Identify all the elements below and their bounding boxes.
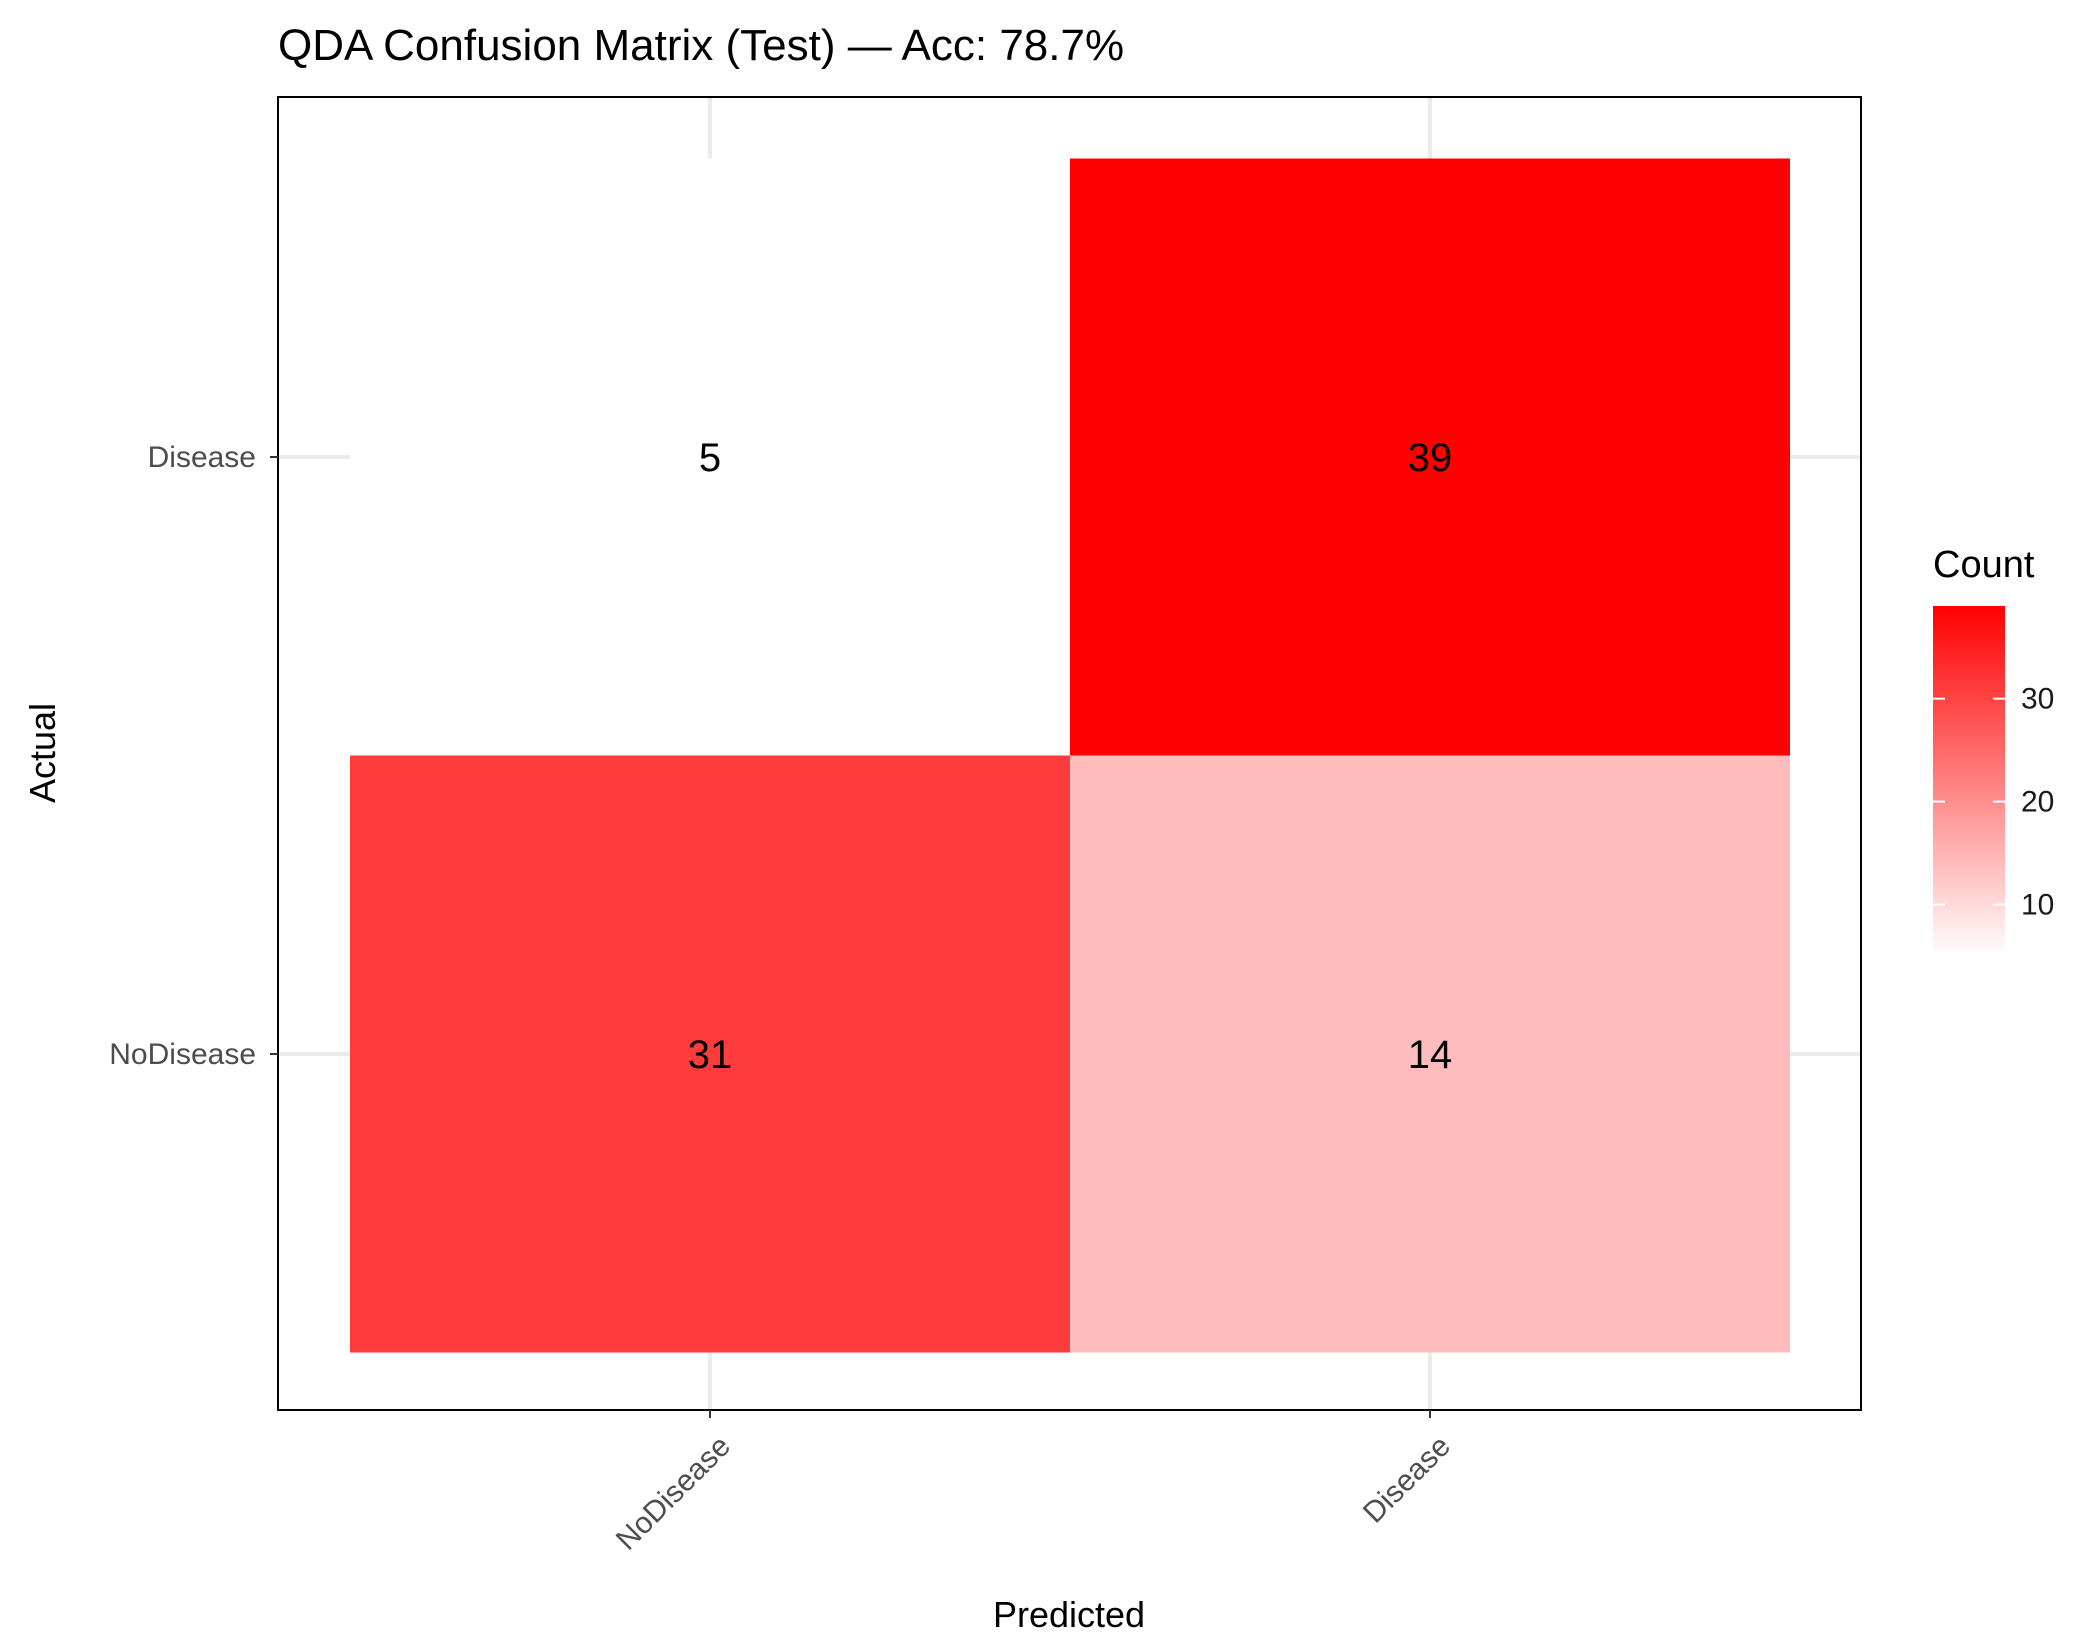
cell-disease-disease [1070,158,1790,756]
legend-tick-label-30: 30 [2021,683,2054,716]
cell-disease-nodisease [350,158,1070,756]
cell-value-labels: 5 39 31 14 [688,436,1453,1077]
legend-tick-label-10: 10 [2021,889,2054,922]
cell-disease-disease-label: 39 [1408,436,1453,480]
legend-colorbar [1933,606,2005,956]
heatmap-cells [350,158,1790,1353]
y-tick-label-disease: Disease [148,441,256,474]
legend-ticks: 10 20 30 [1933,683,2054,922]
chart-title: QDA Confusion Matrix (Test) — Acc: 78.7% [278,21,1124,70]
legend-title: Count [1933,544,2035,586]
x-tick-label-nodisease: NoDisease [610,1430,737,1557]
panel-border [277,96,1862,1411]
cell-nodisease-nodisease [350,755,1070,1353]
x-tick-label-disease: Disease [1357,1430,1457,1530]
cell-disease-nodisease-label: 5 [699,436,721,480]
cell-nodisease-disease-label: 14 [1408,1033,1453,1077]
x-axis-tick-labels: NoDisease Disease [610,1410,1457,1557]
cell-nodisease-disease [1070,755,1790,1353]
y-axis-tick-labels: NoDisease Disease [109,441,278,1071]
y-tick-label-nodisease: NoDisease [109,1038,256,1071]
legend: Count 10 20 30 [1933,544,2054,956]
x-axis-title: Predicted [993,1594,1145,1635]
legend-tick-label-20: 20 [2021,786,2054,819]
cell-nodisease-nodisease-label: 31 [688,1033,733,1077]
y-axis-title: Actual [22,703,63,803]
